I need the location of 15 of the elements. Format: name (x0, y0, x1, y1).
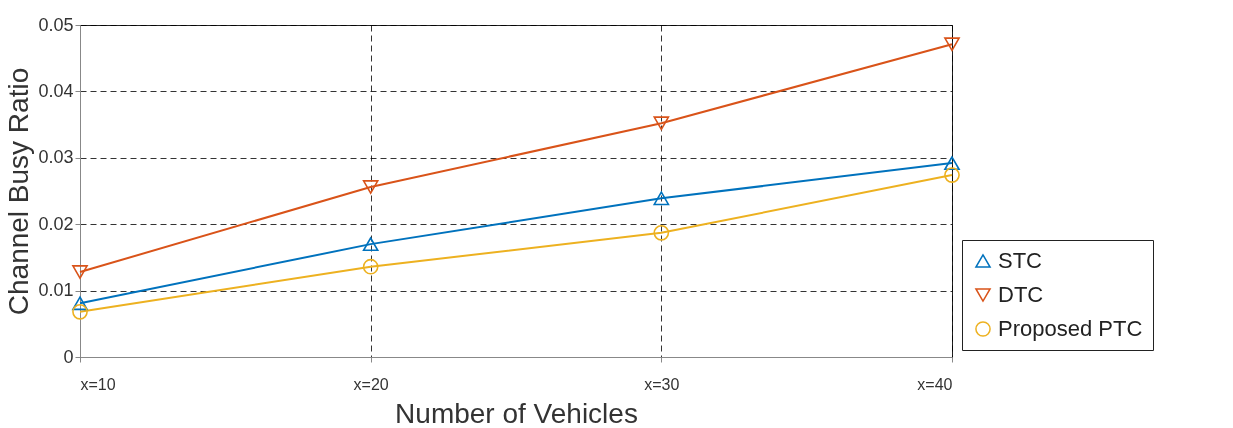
y-tick-label: 0.04 (38, 80, 74, 101)
y-tick-label: 0.03 (38, 147, 74, 168)
y-tick-label: 0 (63, 346, 74, 367)
y-tick-label: 0.02 (38, 213, 74, 234)
legend-label: STC (998, 248, 1043, 273)
x-axis-title: Number of Vehicles (395, 397, 638, 428)
y-axis-title: Channel Busy Ratio (3, 67, 35, 316)
x-tick-label: x=20 (353, 375, 389, 393)
x-tick-label: x=30 (644, 375, 680, 393)
legend-label: DTC (998, 282, 1044, 307)
x-tick-label: x=40 (917, 375, 953, 393)
x-tick-label: x=10 (80, 375, 116, 393)
y-tick-label: 0.05 (38, 14, 74, 35)
legend-label: Proposed PTC (998, 316, 1143, 341)
y-tick-label: 0.01 (38, 280, 74, 301)
